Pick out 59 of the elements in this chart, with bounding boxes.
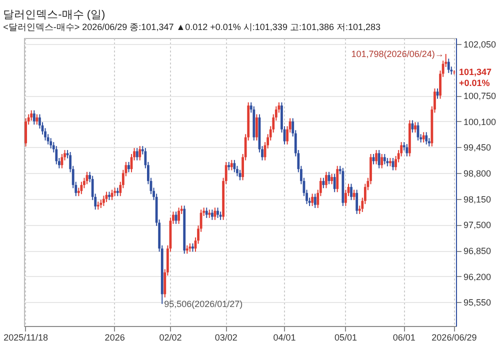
chart-title: 달러인덱스-매수 (일) [3, 9, 106, 21]
x-tick-label: 02/02 [159, 332, 182, 341]
y-tick-label: 95,550 [464, 298, 492, 308]
candlestick [50, 138, 52, 149]
y-tick-label: 98,150 [464, 194, 492, 204]
chart-subtitle: <달러인덱스-매수> 2026/06/29 종:101,347 ▲0.012 +0.01% 시:101,339 고:101,386 저:101,283 [3, 22, 381, 32]
x-tick-label: 03/02 [214, 332, 238, 341]
x-tick-label: 06/01 [392, 332, 416, 341]
candlestick [425, 132, 428, 145]
annotation: 101,798(2026/06/24)→ [351, 48, 444, 59]
y-tick-label: 98,800 [464, 168, 492, 179]
candlestick [378, 150, 380, 169]
candlestick [311, 193, 314, 207]
candlestick [230, 159, 233, 171]
candlestick [356, 189, 358, 214]
x-tick-label: 2026 [104, 332, 125, 341]
candlestick [255, 114, 258, 141]
candlestick [138, 146, 142, 161]
candlestick [210, 209, 214, 220]
candlestick [80, 181, 83, 195]
x-tick-label: 04/01 [273, 332, 296, 341]
x-tick-label: 2026/06/29 [432, 332, 477, 341]
candlestick [330, 173, 333, 185]
candlestick [178, 207, 180, 224]
candlestick [352, 189, 356, 201]
candlestick [383, 153, 386, 165]
candlestick [136, 148, 138, 161]
candlestick [314, 193, 316, 209]
y-tick-label: 96,850 [464, 246, 492, 256]
candlestick [447, 58, 450, 74]
candlestick [32, 110, 36, 126]
annotation: 95,506(2026/01/27) [164, 298, 243, 309]
candlestick [233, 159, 236, 173]
candlestick [350, 183, 352, 201]
candlestick [55, 146, 58, 165]
y-tick-label: 102,050 [464, 39, 496, 50]
candlestick [205, 207, 208, 218]
candlestick [216, 207, 219, 218]
candlestick [325, 171, 328, 189]
candlestick [414, 122, 416, 134]
candlestick [128, 161, 130, 173]
candlestick [333, 173, 336, 193]
x-tick-label: 2025/11/18 [4, 332, 48, 341]
candlestick [422, 132, 425, 143]
y-tick-label: 100,100 [464, 116, 496, 127]
y-tick-label: 99,450 [464, 142, 492, 153]
candlestick [375, 150, 378, 165]
y-tick-label: 96,200 [464, 272, 492, 282]
y-tick-label: 97,500 [464, 220, 492, 230]
x-tick-label: 05/01 [334, 332, 357, 341]
candlestick [36, 114, 38, 126]
candlestick [380, 153, 384, 169]
text: 101,347 +0.01% [459, 66, 492, 88]
candlestick [102, 195, 105, 207]
candlestick [24, 118, 28, 147]
y-tick-label: 100,750 [464, 91, 496, 102]
candlestick [30, 110, 33, 122]
candlestick [336, 165, 339, 193]
candlestick [406, 144, 408, 157]
